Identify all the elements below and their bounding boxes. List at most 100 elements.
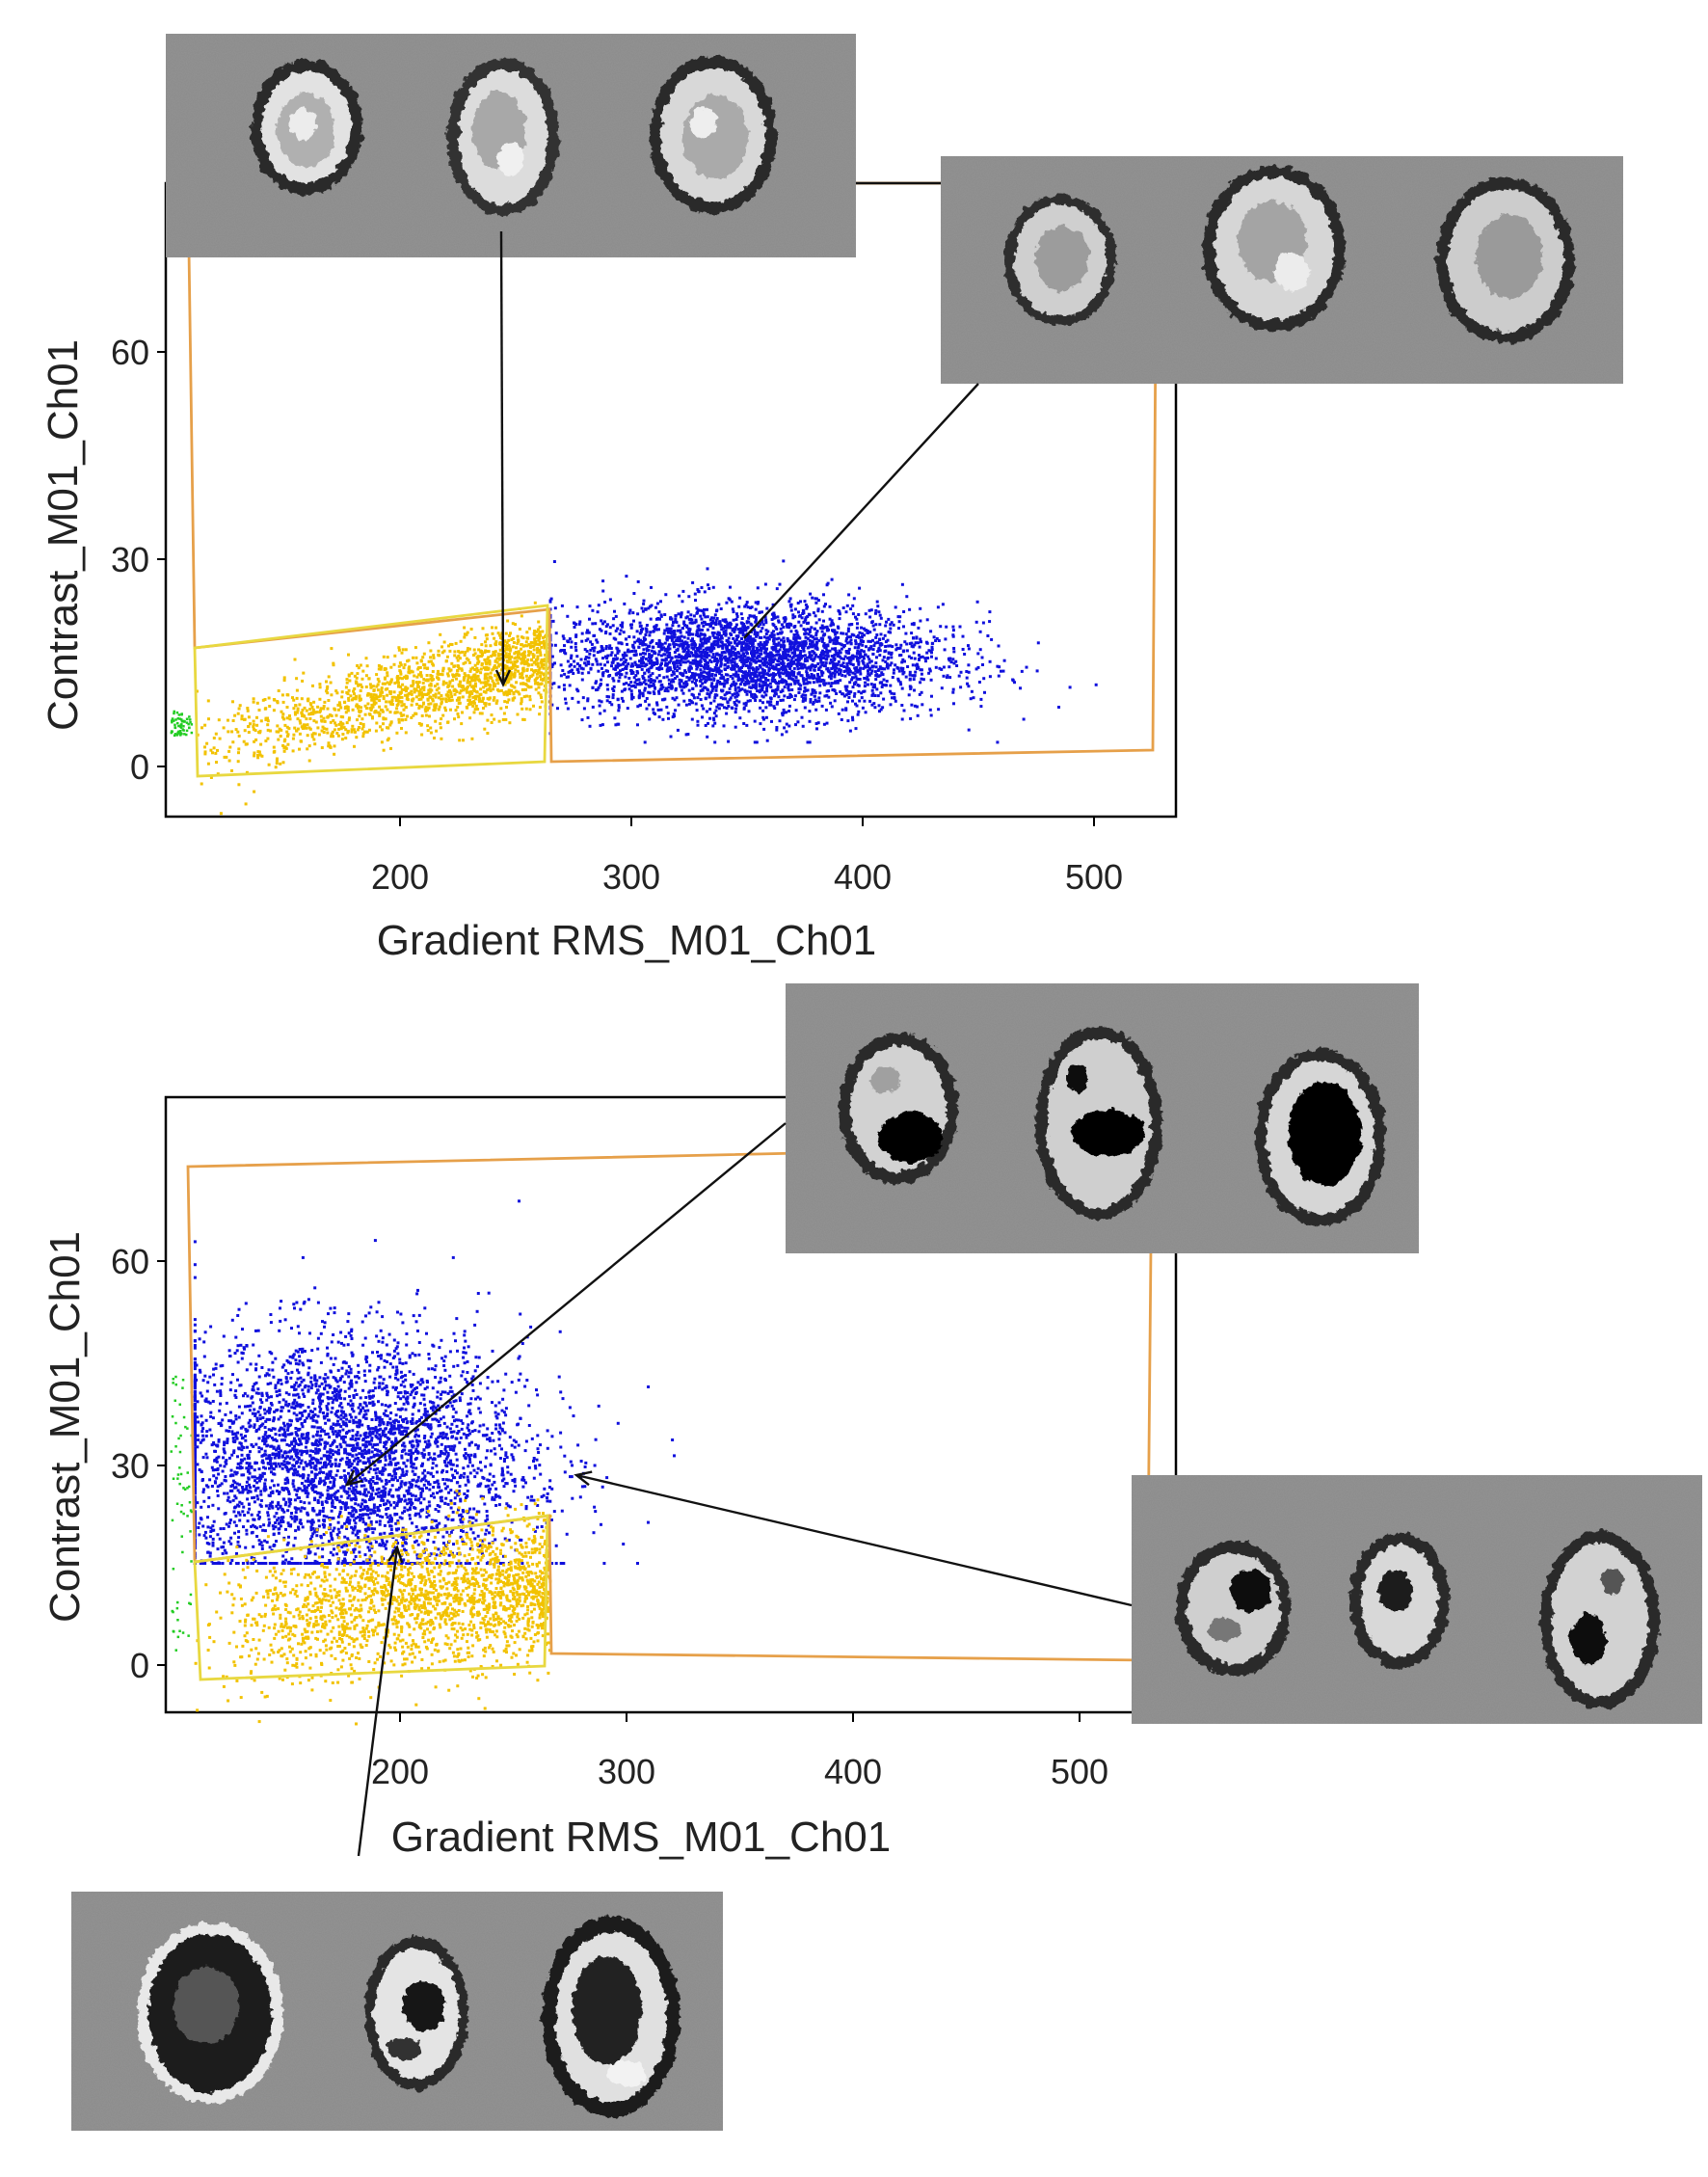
data-point-blue xyxy=(883,633,887,637)
data-point-yellow xyxy=(432,654,436,658)
data-point-yellow xyxy=(389,690,393,694)
data-point-yellow xyxy=(417,692,421,696)
data-point-yellow xyxy=(488,684,492,686)
data-point-blue xyxy=(957,674,961,678)
data-point-blue xyxy=(641,675,645,678)
data-point-blue xyxy=(965,670,969,673)
data-point-blue xyxy=(720,673,724,677)
data-point-blue xyxy=(814,646,817,650)
data-point-blue xyxy=(574,645,577,649)
data-point-yellow xyxy=(453,664,457,668)
data-point-blue xyxy=(649,674,653,678)
data-point-blue xyxy=(782,626,786,629)
data-point-blue xyxy=(797,610,800,614)
data-point-blue xyxy=(688,667,692,671)
data-point-blue xyxy=(641,641,645,644)
data-point-blue xyxy=(584,638,588,642)
data-point-blue xyxy=(716,645,720,649)
data-point-blue xyxy=(847,623,851,627)
data-point-yellow xyxy=(401,683,405,686)
data-point-blue xyxy=(652,663,655,667)
data-point-yellow xyxy=(363,712,367,716)
data-point-yellow xyxy=(237,734,241,738)
data-point-blue xyxy=(753,614,756,618)
data-point-blue xyxy=(755,670,759,674)
data-point-yellow xyxy=(263,707,267,711)
data-point-blue xyxy=(904,675,908,679)
data-point-blue xyxy=(594,622,598,626)
data-point-blue xyxy=(794,654,798,658)
data-point-blue xyxy=(793,641,797,644)
data-point-blue xyxy=(830,705,834,709)
data-point-blue xyxy=(746,626,750,630)
data-point-blue xyxy=(870,688,874,692)
data-point-yellow xyxy=(419,722,423,726)
data-point-blue xyxy=(879,616,883,620)
data-point-blue xyxy=(838,612,841,616)
data-point-yellow xyxy=(346,706,350,710)
data-point-blue xyxy=(820,663,824,667)
data-point-blue xyxy=(691,673,695,677)
data-point-blue xyxy=(678,594,681,598)
data-point-blue xyxy=(763,642,767,646)
data-point-yellow xyxy=(330,732,334,736)
data-point-blue xyxy=(604,632,607,635)
data-point-blue xyxy=(867,673,871,677)
data-point-yellow xyxy=(466,681,469,685)
data-point-blue xyxy=(704,659,707,663)
data-point-blue xyxy=(612,689,616,692)
data-point-yellow xyxy=(438,705,441,709)
data-point-yellow xyxy=(369,693,373,696)
data-point-blue xyxy=(716,636,719,640)
data-point-yellow xyxy=(360,685,364,689)
data-point-blue xyxy=(790,651,794,655)
data-point-blue xyxy=(734,686,737,690)
data-point-yellow xyxy=(394,696,398,700)
data-point-blue xyxy=(691,632,695,636)
data-point-yellow xyxy=(404,648,408,652)
data-point-blue xyxy=(644,652,647,656)
data-point-blue xyxy=(581,667,585,671)
data-point-blue xyxy=(695,679,698,683)
data-point-blue xyxy=(772,636,776,640)
data-point-blue xyxy=(707,583,709,587)
data-point-blue xyxy=(705,641,708,645)
data-point-yellow xyxy=(494,643,497,647)
data-point-yellow xyxy=(503,654,507,658)
data-point-blue xyxy=(789,608,793,612)
data-point-blue xyxy=(842,694,846,698)
data-point-blue xyxy=(917,641,920,645)
data-point-yellow xyxy=(288,717,292,721)
data-point-blue xyxy=(830,622,834,626)
data-point-blue xyxy=(761,701,764,705)
data-point-yellow xyxy=(334,689,338,693)
data-point-blue xyxy=(843,685,847,688)
data-point-yellow xyxy=(505,706,508,709)
data-point-yellow xyxy=(299,721,303,725)
data-point-yellow xyxy=(428,714,431,718)
data-point-blue xyxy=(862,666,866,670)
data-point-blue xyxy=(860,649,864,653)
data-point-yellow xyxy=(518,672,521,676)
data-point-yellow xyxy=(533,678,537,682)
data-point-blue xyxy=(949,660,953,664)
data-point-yellow xyxy=(533,641,537,645)
data-point-blue xyxy=(641,609,645,613)
data-point-yellow xyxy=(508,658,512,661)
data-point-blue xyxy=(704,655,707,658)
data-point-yellow xyxy=(520,673,524,677)
data-point-blue xyxy=(861,706,865,710)
data-point-blue xyxy=(812,702,815,706)
data-point-yellow xyxy=(513,672,517,676)
data-point-blue xyxy=(614,629,618,632)
data-point-blue xyxy=(701,628,704,632)
data-point-blue xyxy=(866,662,869,666)
data-point-blue xyxy=(814,642,818,646)
data-point-blue xyxy=(867,646,871,650)
data-point-blue xyxy=(792,673,795,677)
data-point-blue xyxy=(611,660,615,664)
data-point-blue xyxy=(738,658,742,662)
data-point-blue xyxy=(649,617,653,621)
data-point-yellow xyxy=(492,687,495,691)
data-point-blue xyxy=(725,626,729,630)
